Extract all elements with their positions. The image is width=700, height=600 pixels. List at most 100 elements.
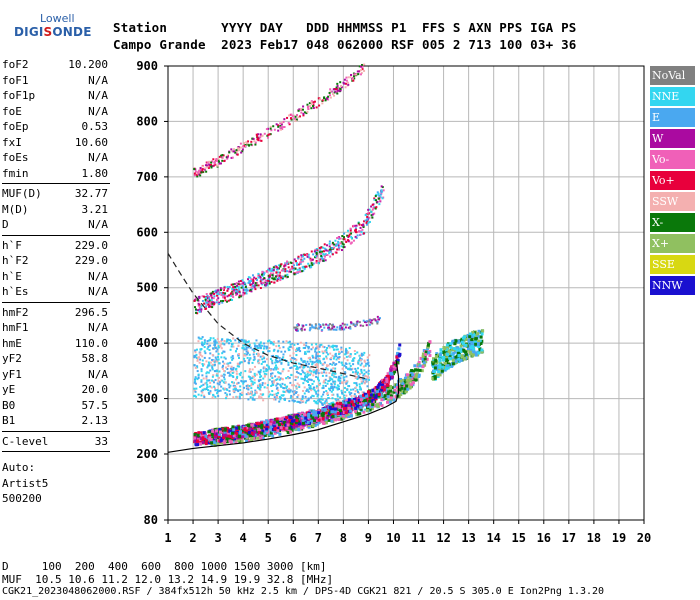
param-value: 229.0 [74,254,108,267]
param-label: yF2 [2,352,22,365]
legend-item: X+ [650,234,695,253]
param-row: yF1 N/A [2,368,108,382]
x-tick-label: 20 [637,531,651,545]
trace-oblique-cluster [431,329,485,381]
param-value: 2.13 [81,414,109,427]
param-value: N/A [88,89,108,102]
param-row: fmin 1.80 [2,167,108,181]
param-label: h`F2 [2,254,29,267]
x-tick-label: 14 [486,531,500,545]
param-label: hmF2 [2,305,29,319]
x-tick-label: 6 [290,531,297,545]
autoscale-note: Artist5 [2,476,49,490]
param-row: foE N/A [2,105,108,119]
density-profile-line [167,359,400,453]
y-tick-label: 600 [136,225,158,239]
header-values: Campo Grande 2023 Feb17 048 062000 RSF 0… [113,37,577,52]
param-label: foEs [2,151,29,164]
x-tick-label: 10 [386,531,400,545]
y-tick-label: 200 [136,447,158,461]
legend-item: X- [650,213,695,232]
param-label: fmin [2,166,29,180]
trace-faint-trace [293,315,381,332]
param-row: foF1 N/A [2,74,108,88]
param-label: D [2,218,9,231]
param-value: 10.60 [74,135,108,149]
param-row: D N/A [2,218,108,232]
param-row: yE 20.0 [2,383,108,397]
param-label: h`F [2,238,22,252]
x-tick-label: 15 [512,531,526,545]
x-tick-label: 2 [189,531,196,545]
param-label: yE [2,383,16,396]
param-value: N/A [88,104,108,118]
param-row: MUF(D) 32.77 [2,187,108,201]
param-value: N/A [88,269,108,283]
param-separator [2,183,110,184]
param-value: 20.0 [81,383,109,396]
param-row: C-level 33 [2,435,108,449]
param-label: foF1p [2,89,36,102]
x-tick-label: 5 [265,531,272,545]
param-row: hmF1 N/A [2,321,108,335]
param-value: N/A [88,218,108,231]
y-tick-label: 900 [136,59,158,73]
param-row: h`Es N/A [2,285,108,299]
param-value: 58.8 [81,352,109,365]
param-row: h`F 229.0 [2,239,108,253]
param-row: foF2 10.200 [2,58,108,72]
param-row: fxI 10.60 [2,136,108,150]
param-label: h`Es [2,285,29,298]
x-tick-label: 4 [240,531,247,545]
polarization-legend: NoVal NNE E W Vo- Vo+ SSW X- X+ SSE NNW [650,66,695,297]
x-tick-label: 16 [537,531,551,545]
y-tick-label: 700 [136,170,158,184]
param-label: foEp [2,120,29,133]
param-separator [2,301,110,303]
param-row: B1 2.13 [2,414,108,428]
autoscale-note: Auto: [2,461,36,474]
param-separator [2,451,110,452]
param-value: 110.0 [74,336,108,350]
param-label: foE [2,104,22,118]
autoscale-note: 500200 [2,492,42,505]
param-label: M(D) [2,202,29,216]
x-tick-label: 9 [365,531,372,545]
x-tick-label: 7 [315,531,322,545]
param-label: B1 [2,414,16,427]
muf-dashed-curve [167,253,369,380]
param-separator [2,234,110,236]
x-tick-label: 18 [587,531,601,545]
y-tick-label: 300 [136,392,158,406]
param-row: foEp 0.53 [2,120,108,134]
param-row: hmE 110.0 [2,337,108,351]
param-value: 1.80 [81,166,109,180]
legend-item: NNE [650,87,695,106]
legend-item: NNW [650,276,695,295]
param-value: 10.200 [68,58,108,71]
param-label: C-level [2,434,49,448]
param-row: hmF2 296.5 [2,306,108,320]
y-tick-label: 80 [144,513,158,527]
y-tick-label: 500 [136,281,158,295]
x-tick-label: 12 [436,531,450,545]
param-value: N/A [88,367,108,381]
footer-muf-line: MUF 10.5 10.6 11.2 12.0 13.2 14.9 19.9 3… [2,573,334,586]
y-tick-label: 400 [136,336,158,350]
header-labels: Station YYYY DAY DDD HHMMSS P1 FFS S AXN… [113,20,577,35]
param-value: 296.5 [74,305,108,319]
legend-item: Vo- [650,150,695,169]
legend-item: E [650,108,695,127]
trace-F2-O-3hop [193,63,366,178]
plot-frame [167,65,645,521]
param-label: fxI [2,135,22,149]
param-label: B0 [2,398,16,412]
param-value: 57.5 [81,398,109,412]
param-row: M(D) 3.21 [2,203,108,217]
param-value: 33 [94,434,108,448]
legend-item: SSE [650,255,695,274]
param-separator [2,430,110,432]
x-tick-label: 1 [164,531,171,545]
param-value: 32.77 [74,187,108,200]
